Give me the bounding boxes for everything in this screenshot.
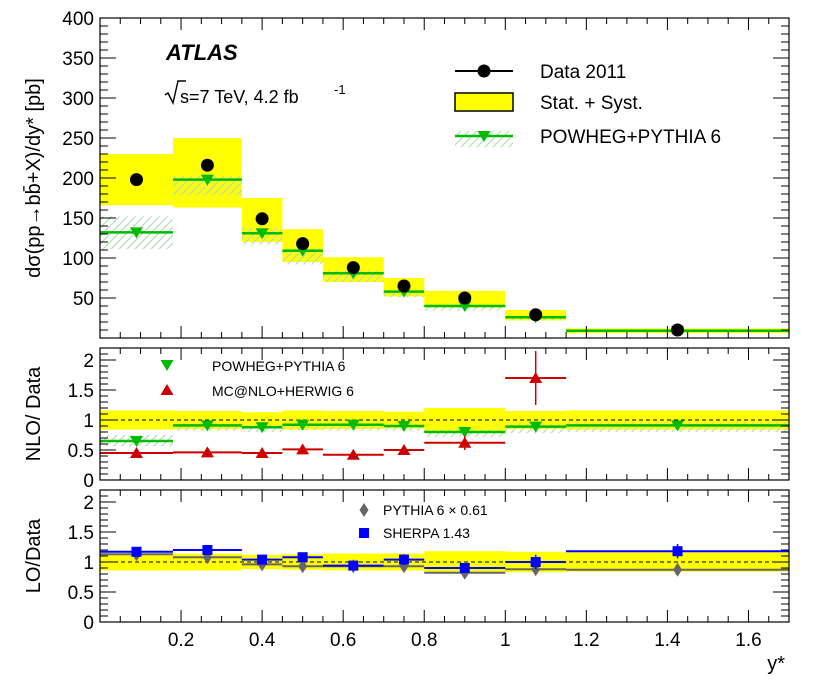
y-tick-label: 2 [83,351,94,372]
x-tick-label: 0.8 [411,630,437,651]
y-tick-label: 50 [73,289,94,310]
y-tick-label: 400 [62,9,94,30]
energy-exponent: -1 [334,82,346,97]
nlo-ratio-panel: 0 0.5 1 1.5 2 NLO/ Data POWHEG+PYTHIA 6 MC@NL… [23,347,790,492]
data-band-rect [172,138,242,208]
legend-pythia-marker [359,503,369,517]
y-tick-label: 2 [83,493,94,514]
sherpa-marker [459,563,470,573]
powheg-ratio-marker [397,421,411,432]
sherpa-marker [257,554,268,565]
y-tick-label: 1 [83,553,94,574]
powheg-ratio-marker [296,419,310,431]
y-tick-label: 250 [62,129,94,150]
legend-band-label: Stat. + Syst. [540,93,643,114]
mcnlo-ratio-marker [255,447,269,458]
sherpa-marker [398,554,409,565]
mcnlo-ratio-marker [200,446,214,458]
legend-band-swatch [454,92,514,112]
sherpa-marker [131,546,142,557]
data-point [129,173,143,187]
data-point [296,237,310,251]
sherpa-marker [202,545,213,555]
x-tick-label: 0.6 [330,630,356,651]
legend-mcnlo-marker [160,384,174,395]
mcnlo-ratio-marker [129,447,143,458]
data-point [397,279,411,293]
mcnlo-ratio-marker [346,448,360,460]
x-tick-label: 1.6 [735,630,761,651]
legend-data-marker [477,64,491,78]
y-tick-label: 1.5 [68,523,94,544]
powheg-ratio-marker [200,420,214,432]
powheg-ratio-marker [255,422,269,434]
x-tick-label: 1.4 [654,630,681,651]
legend-pythia-label: PYTHIA 6 × 0.61 [383,502,488,518]
powheg-marker [200,174,214,186]
mcnlo-ratio-marker [296,443,310,455]
powheg-ratio-marker [458,427,472,438]
y-tick-label: 300 [62,89,94,110]
y-tick-label: 1.5 [68,381,94,402]
powheg-ratio-marker [529,421,543,433]
powheg-marker [255,228,269,240]
powheg-marker [458,301,472,312]
legend-powheg-marker [477,131,491,142]
y-tick-label: 1 [83,411,94,432]
legend-mcnlo-label: MC@NLO+HERWIG 6 [212,383,354,399]
legend-data-label: Data 2011 [540,62,626,83]
sherpa-marker [530,557,541,567]
sherpa-marker [297,552,308,563]
y-tick-label: 0.5 [68,441,94,462]
mcnlo-ratio-marker [458,436,472,448]
x-tick-label: 1 [500,630,511,651]
legend-powheg-marker [160,360,174,371]
mcnlo-ratio-marker [529,372,543,383]
y-tick-label: 350 [62,49,94,70]
pythia-marker [673,562,683,577]
data-point [458,291,472,305]
data-point [346,261,360,275]
legend-powheg-label: POWHEG+PYTHIA 6 [540,127,721,148]
y-tick-label: 100 [62,249,94,270]
legend-sherpa-marker [359,528,369,538]
x-tick-label: 1.2 [573,630,599,651]
mcnlo-ratio-marker [397,444,411,455]
y-tick-label: 200 [62,169,94,190]
y-tick-label: 0 [83,471,94,492]
y-tick-label: 0.5 [68,583,94,604]
powheg-marker [129,227,143,239]
powheg-ratio-marker [346,419,360,431]
data-point [671,323,685,337]
powheg-ratio-marker [129,436,143,447]
data-point [529,308,543,322]
x-axis-label: y* [767,653,785,675]
pythia-marker [298,559,308,574]
main-panel: 50 100 150 200 250 300 350 400 dσ(pp→bb̄+X)/dy*… [22,9,790,339]
legend-powheg-label: POWHEG+PYTHIA 6 [212,358,346,374]
nlo-ylabel: NLO/ Data [23,366,45,461]
main-ylabel: dσ(pp→bb̄+X)/dy* [pb] [22,78,45,278]
energy-text: s=7 TeV, 4.2 fb [180,87,299,107]
energy-label: s=7 TeV, 4.2 fb -1 [164,80,346,107]
sherpa-marker [348,560,359,571]
atlas-label: ATLAS [165,40,238,65]
sherpa-marker [672,546,683,557]
sqrt-symbol [164,80,186,106]
x-tick-label: 0.2 [168,630,194,651]
powheg-ratio-marker [671,420,685,432]
x-tick-label: 0.4 [249,630,276,651]
y-tick-label: 0 [83,613,94,634]
y-tick-label: 150 [62,209,94,230]
legend-sherpa-label: SHERPA 1.43 [383,525,470,541]
data-point [200,158,214,172]
lo-ratio-panel: 00.511.520.2 0.4 0.6 0.8 1 1.2 1.4 1.6 LO/Data … [23,489,790,675]
lo-ylabel: LO/Data [23,518,45,593]
data-point [255,212,269,226]
